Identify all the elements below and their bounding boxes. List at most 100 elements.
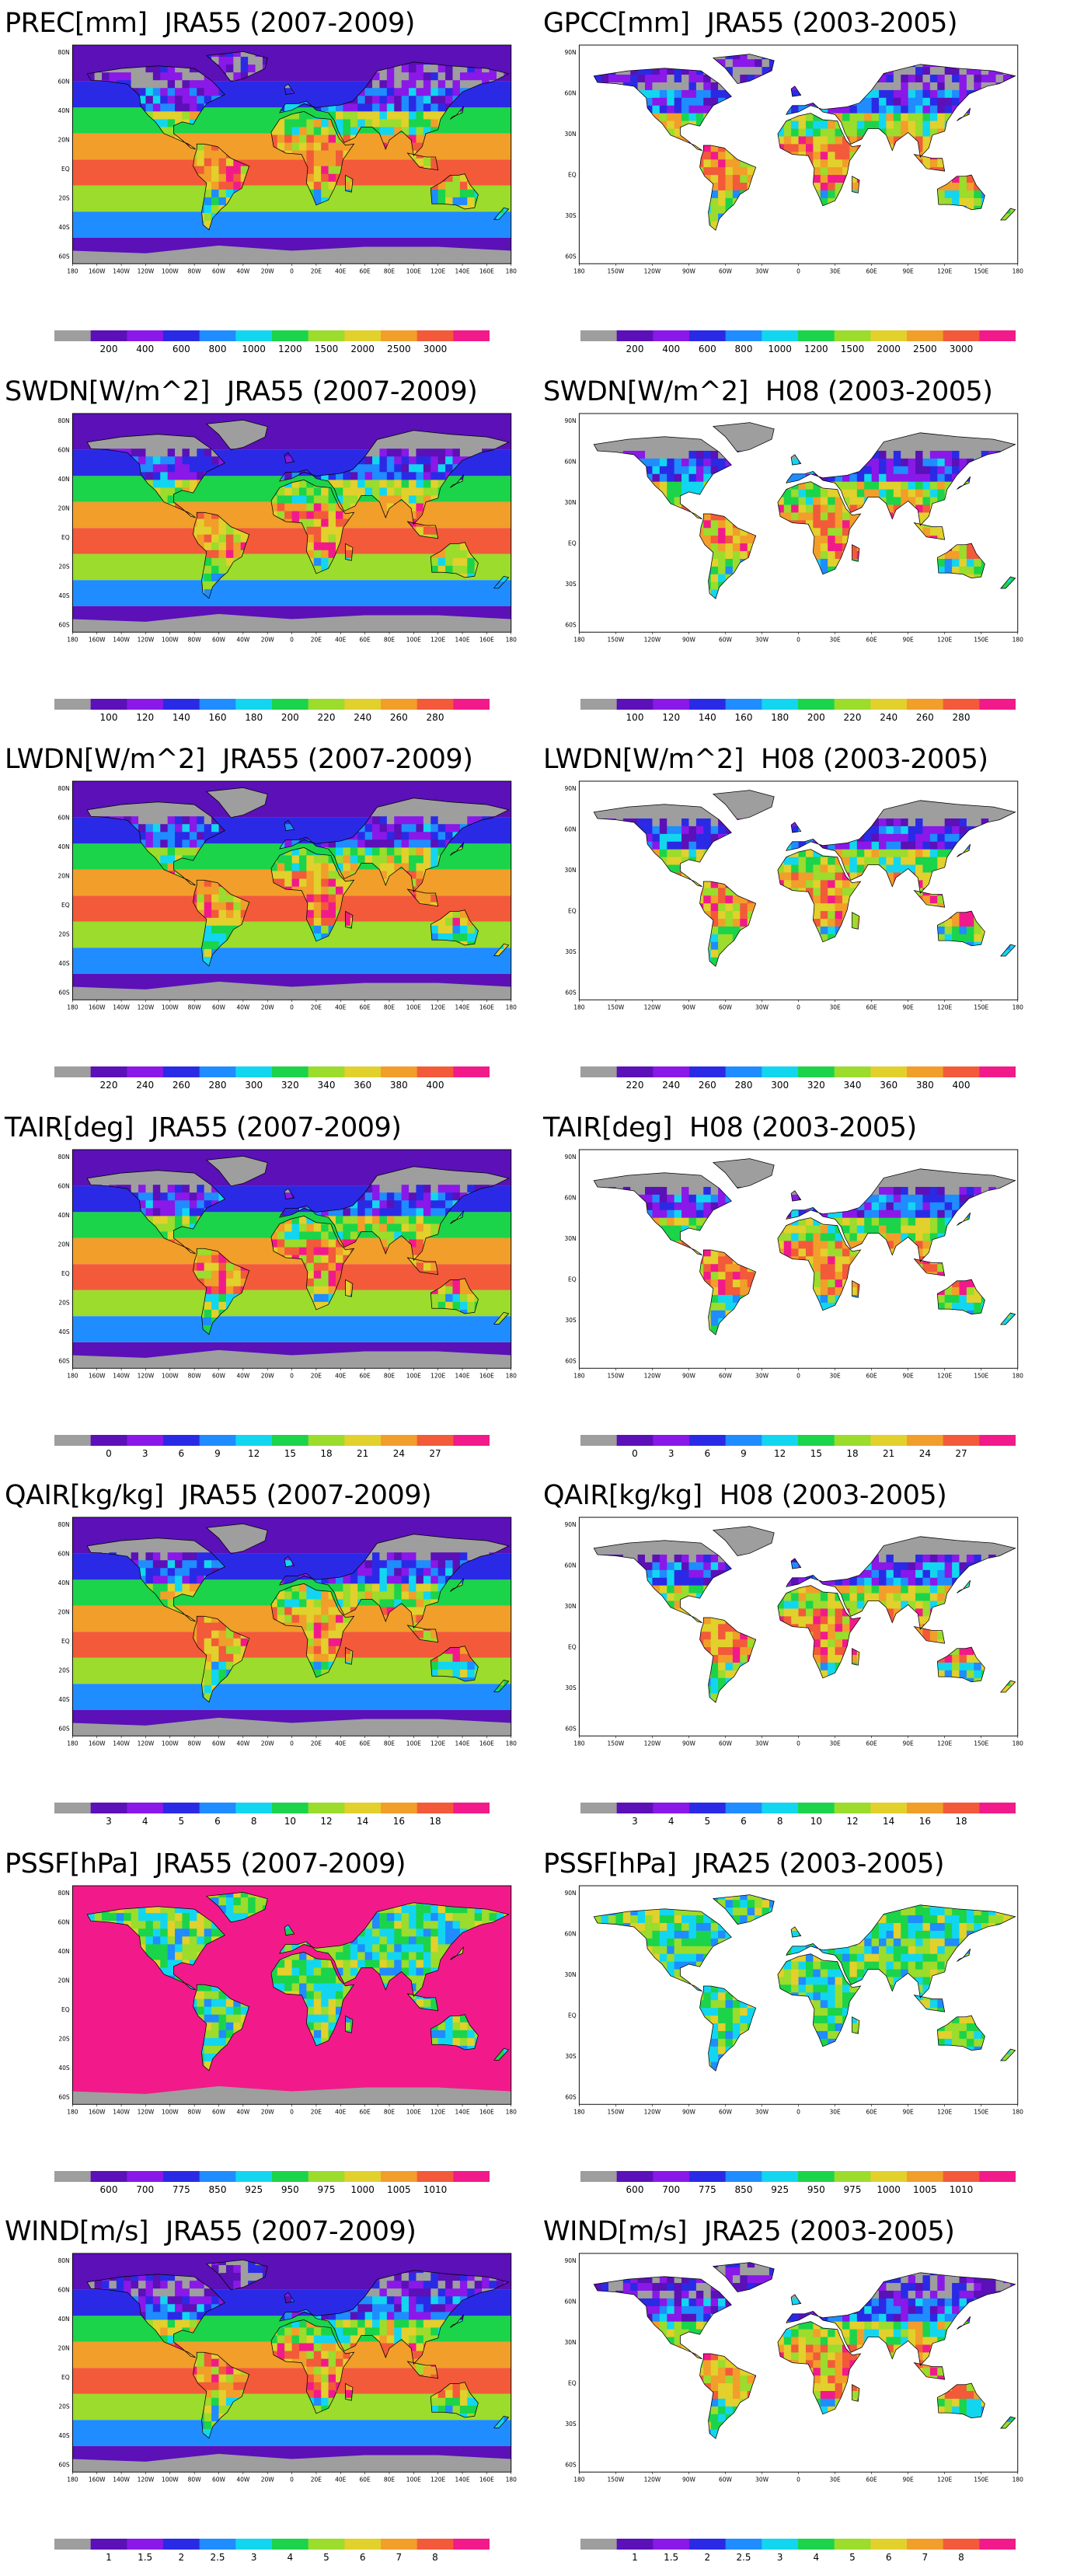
colorbar-swatch (272, 1434, 309, 1446)
colorbar-swatch (453, 330, 490, 341)
map-panel: PSSF[hPa] JRA55 (2007-2009) 180 160W 140W 120… (0, 1841, 525, 2208)
colorbar-labels: 3 4 5 6 8 10 12 14 16 18 (54, 1816, 490, 1827)
colorbar-swatch (580, 2539, 618, 2550)
colorbar-tick-label: 6 (214, 1816, 221, 1827)
lat-tick-label: 30N (564, 1971, 576, 1978)
lat-tick-label: EQ (61, 2006, 70, 2013)
colorbar (580, 330, 1016, 341)
lon-tick-label: 20W (261, 267, 275, 274)
lat-tick-label: 20N (58, 873, 69, 880)
lon-tick-label: 140E (455, 1004, 470, 1011)
lon-tick-label: 180 (506, 636, 518, 643)
colorbar-tick-label: 3 (668, 1448, 674, 1459)
variable-label: LWDN[W/m^2] (5, 744, 205, 775)
colorbar-tick-label: 3 (777, 2552, 783, 2563)
colorbar-swatch (834, 1803, 871, 1813)
colorbar-tick-label: 1.5 (664, 2552, 678, 2563)
colorbar-tick-label: 240 (354, 712, 371, 723)
colorbar-tick-label: 600 (626, 2184, 644, 2195)
colorbar-swatch (199, 2539, 236, 2550)
lon-tick-label: 100E (406, 1372, 421, 1379)
colorbar-swatch (127, 1803, 164, 1813)
colorbar (580, 698, 1016, 710)
colorbar-swatch (798, 330, 835, 341)
colorbar-swatch (344, 2170, 382, 2182)
lon-tick-label: 0 (290, 1004, 294, 1011)
lat-tick-label: 60N (564, 1562, 576, 1569)
colorbar-tick-label: 800 (735, 344, 753, 354)
lat-tick-label: 60S (58, 990, 70, 997)
panel-title: PREC[mm] JRA55 (2007-2009) (5, 8, 415, 39)
lat-tick-label: 40S (58, 1328, 70, 1335)
colorbar-tick-label: 3 (142, 1448, 148, 1459)
source-label: H08 (2003-2005) (689, 1112, 917, 1143)
colorbar-swatch (417, 1434, 454, 1446)
colorbar-tick-label: 100 (626, 712, 644, 723)
colorbar-tick-label: 200 (626, 344, 644, 354)
colorbar-swatch (653, 330, 690, 341)
colorbar-swatch (344, 1066, 382, 1077)
colorbar-swatch (616, 330, 654, 341)
colorbar-swatch (979, 1434, 1016, 1446)
colorbar-swatch (235, 330, 273, 341)
colorbar-tick-label: 1000 (350, 2184, 375, 2195)
lon-tick-label: 20W (261, 1740, 275, 1747)
lon-tick-label: 30W (755, 636, 769, 643)
colorbar-tick-label: 2 (179, 2552, 185, 2563)
colorbar-swatch (344, 698, 382, 710)
colorbar (580, 1066, 1016, 1077)
lat-tick-label: 30S (565, 1684, 577, 1691)
colorbar-tick-label: 0 (106, 1448, 112, 1459)
lat-tick-label: 60N (58, 446, 69, 453)
map-plot: 180 150W 120W 90W 60W 30W 0 30E 60E 90E 120E 150E 18… (564, 413, 1023, 643)
lat-tick-label: 30N (564, 2339, 576, 2346)
lon-tick-label: 60E (866, 2108, 877, 2115)
lat-tick-label: 40N (58, 476, 69, 483)
map-panel: TAIR[deg] H08 (2003-2005) 180 150W 120W 90W 60… (538, 1105, 1064, 1472)
lon-tick-label: 120E (937, 1372, 952, 1379)
lon-tick-label: 80E (384, 2108, 396, 2115)
source-label: JRA25 (2003-2005) (704, 2216, 955, 2247)
variable-label: PSSF[hPa] (543, 1848, 677, 1880)
lon-tick-label: 160E (479, 2476, 494, 2483)
colorbar-tick-label: 1.5 (138, 2552, 152, 2563)
colorbar-tick-label: 6 (741, 1816, 747, 1827)
colorbar-swatch (834, 1066, 871, 1077)
colorbar-swatch (90, 1803, 127, 1813)
map-panel: SWDN[W/m^2] H08 (2003-2005) 180 150W 120W 90W… (538, 368, 1064, 736)
lon-tick-label: 120W (138, 636, 155, 643)
lon-tick-label: 30E (829, 1004, 841, 1011)
colorbar-tick-label: 260 (173, 1080, 190, 1091)
colorbar-labels: 100 120 140 160 180 200 220 240 260 280 (580, 712, 1016, 723)
lon-tick-label: 60E (359, 2476, 371, 2483)
map-plot: 180 160W 140W 120W 100W 80W 60W 40W 20W 0 20E 40E 60… (58, 1149, 517, 1379)
colorbar-swatch (943, 330, 980, 341)
colorbar-tick-label: 975 (844, 2184, 862, 2195)
lon-tick-label: 30W (755, 1372, 769, 1379)
lon-tick-label: 0 (796, 636, 800, 643)
colorbar-tick-label: 2000 (877, 344, 901, 354)
colorbar-tick-label: 10 (810, 1816, 822, 1827)
colorbar (54, 698, 490, 710)
colorbar-swatch (725, 330, 762, 341)
colorbar-swatch (979, 698, 1016, 710)
variable-label: SWDN[W/m^2] (5, 376, 210, 407)
lat-tick-label: 60S (565, 621, 577, 628)
lon-tick-label: 120W (644, 1372, 661, 1379)
colorbar-swatch (54, 2170, 92, 2182)
lon-tick-label: 100W (162, 1004, 179, 1011)
colorbar-swatch (798, 2539, 835, 2550)
lat-tick-label: 90N (564, 1154, 576, 1161)
colorbar-tick-label: 0 (632, 1448, 638, 1459)
lat-tick-label: 20S (58, 2035, 70, 2042)
lon-tick-label: 160E (479, 267, 494, 274)
colorbar-tick-label: 18 (429, 1816, 441, 1827)
colorbar-swatch (834, 2170, 871, 2182)
lon-tick-label: 60E (866, 636, 877, 643)
map-plot: 180 150W 120W 90W 60W 30W 0 30E 60E 90E 120E 150E 18… (564, 780, 1023, 1011)
lon-tick-label: 20W (261, 2108, 275, 2115)
lon-tick-label: 180 (506, 2108, 518, 2115)
lon-tick-label: 80W (188, 1372, 202, 1379)
colorbar-tick-label: 7 (922, 2552, 929, 2563)
lon-tick-label: 120W (644, 2108, 661, 2115)
